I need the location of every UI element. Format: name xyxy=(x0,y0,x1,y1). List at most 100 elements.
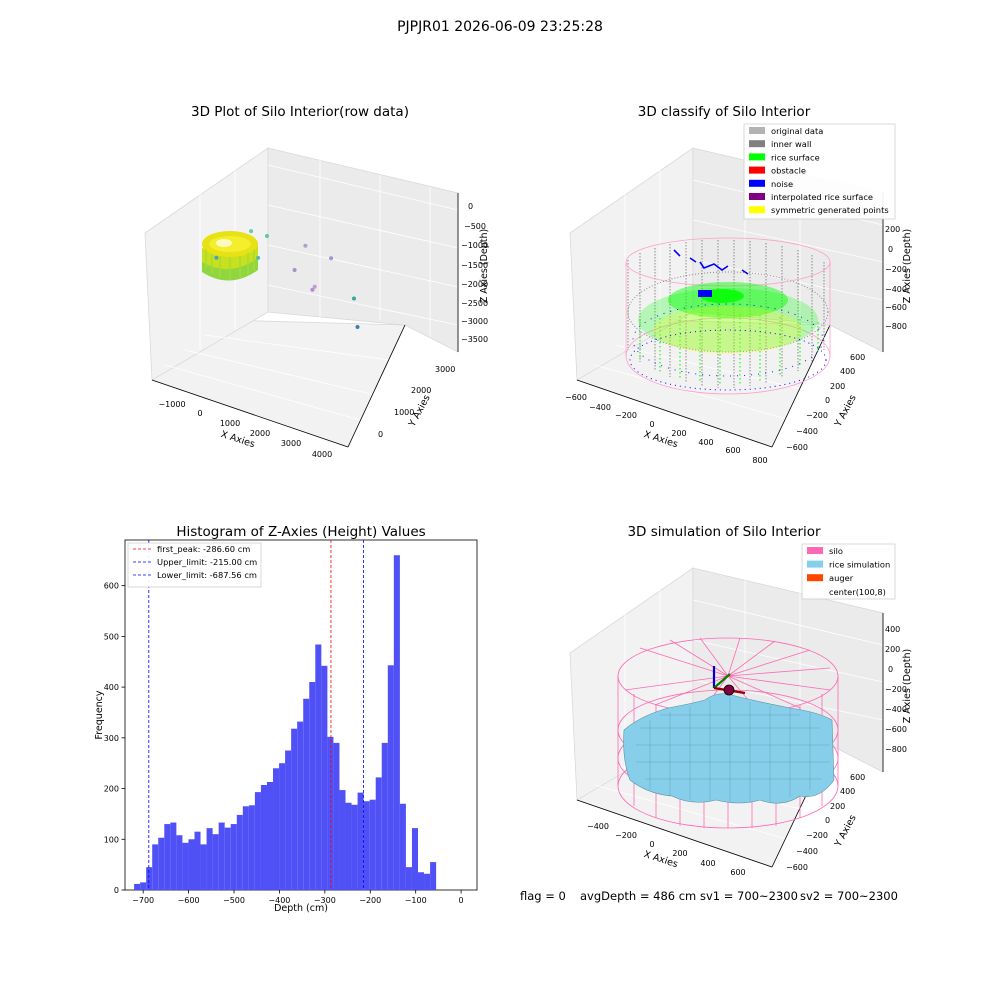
classify-z-tick: −800 xyxy=(885,322,907,331)
histogram-bar xyxy=(230,824,237,890)
histogram-x-tick-label: 0 xyxy=(459,896,464,905)
histogram-y-axis-label: Frequency xyxy=(94,690,105,739)
histogram-bar xyxy=(152,844,159,890)
histogram-bar xyxy=(170,822,177,890)
histogram-bar xyxy=(200,844,207,890)
raw-z-axis-label: Z Axies (Depth) xyxy=(479,229,490,303)
histogram-x-tick-label: −200 xyxy=(359,896,381,905)
classify-legend-swatch xyxy=(749,153,765,161)
classify-x-tick: −400 xyxy=(589,403,611,412)
raw-z-tick: −2000 xyxy=(461,280,488,289)
simulation-z-tick: 400 xyxy=(885,625,900,634)
simulation-z-tick-labels: 400 200 0 −200 −400 −600 −800 xyxy=(885,625,907,754)
raw-y-tick: 0 xyxy=(378,430,383,439)
simulation-x-tick-labels: −400 −200 0 200 400 600 xyxy=(587,822,746,877)
histogram-bar xyxy=(381,742,388,890)
classify-z-tick: −400 xyxy=(885,285,907,294)
simulation-legend-swatch xyxy=(807,560,823,568)
raw-outlier-point xyxy=(265,234,269,238)
classify-legend-label: interpolated rice surface xyxy=(771,192,873,202)
simulation-legend-swatch xyxy=(807,574,823,582)
sv1-value: sv1 = 700~2300 xyxy=(700,889,798,903)
raw-outlier-point xyxy=(249,229,254,234)
classify-legend-swatch xyxy=(749,127,765,134)
simulation-y-tick: −200 xyxy=(806,831,828,840)
histogram-bar xyxy=(134,883,141,890)
histogram-y-tick-label: 300 xyxy=(104,734,119,743)
histogram-y-tick-label: 500 xyxy=(104,632,119,641)
classify-y-tick: 0 xyxy=(825,396,830,405)
classify-rice-surface xyxy=(638,282,819,385)
classify-legend-swatch xyxy=(749,140,765,148)
raw-plot-title: 3D Plot of Silo Interior(row data) xyxy=(191,104,409,120)
raw-grid xyxy=(164,160,459,421)
sv2-value: sv2 = 700~2300 xyxy=(800,889,898,903)
classify-x-tick-labels: −600 −400 −200 0 200 400 600 800 xyxy=(565,393,768,465)
histogram-legend-label: Lower_limit: -687.56 cm xyxy=(157,570,257,580)
raw-z-tick: −2500 xyxy=(461,299,488,308)
histogram-bar xyxy=(266,781,274,890)
histogram-bar xyxy=(387,665,394,890)
classify-legend-label: inner wall xyxy=(771,139,811,149)
simulation-legend-label: auger xyxy=(829,573,854,583)
histogram-x-tick-label: −400 xyxy=(268,896,290,905)
histogram-bar xyxy=(303,698,310,890)
simulation-x-tick: 400 xyxy=(700,859,715,868)
simulation-z-tick: −800 xyxy=(885,745,907,754)
simulation-y-tick: 200 xyxy=(830,802,845,811)
simulation-3d-plot: 3D simulation of Silo Interior xyxy=(569,524,913,877)
histogram-x-ticks: −700 −600 −500 −400 −300 −200 −100 0 xyxy=(132,890,464,905)
classify-y-tick: 600 xyxy=(850,353,865,362)
histogram-bar xyxy=(273,768,280,890)
raw-z-tick: −1000 xyxy=(461,241,488,250)
raw-outlier-point xyxy=(303,243,308,248)
histogram-bar xyxy=(405,867,412,890)
raw-outlier-point xyxy=(292,268,297,272)
classify-noise xyxy=(629,249,827,391)
raw-z-tick: −1500 xyxy=(461,261,488,270)
simulation-plot-title: 3D simulation of Silo Interior xyxy=(627,524,821,540)
histogram-bar xyxy=(218,822,225,890)
classify-y-tick: −200 xyxy=(806,411,828,420)
raw-x-tick: 3000 xyxy=(281,439,301,448)
simulation-y-tick: 600 xyxy=(850,773,865,782)
classify-z-axis-label: Z Axies (Depth) xyxy=(902,229,913,303)
raw-outlier-point xyxy=(352,296,356,301)
simulation-legend-label: silo xyxy=(829,546,843,556)
raw-outlier-point xyxy=(329,256,334,261)
simulation-z-tick: −200 xyxy=(885,685,907,694)
histogram-y-tick-label: 100 xyxy=(104,835,119,844)
raw-outlier-points xyxy=(214,229,360,329)
classify-legend-swatch xyxy=(749,193,765,200)
raw-z-tick-labels: 0 −500 −1000 −1500 −2000 −2500 −3000 −35… xyxy=(461,202,488,344)
histogram-y-tick-label: 200 xyxy=(104,785,119,794)
footer-stats: flag = 0 avgDepth = 486 cm sv1 = 700~230… xyxy=(520,889,898,903)
histogram-bars xyxy=(134,555,437,890)
classify-x-tick: −200 xyxy=(615,411,637,420)
histogram-y-tick-label: 600 xyxy=(104,582,119,591)
classify-x-tick: 600 xyxy=(725,446,740,455)
raw-y-tick: 2000 xyxy=(411,386,431,395)
simulation-x-tick: −400 xyxy=(587,822,609,831)
histogram-x-tick-label: −300 xyxy=(314,896,336,905)
histogram-legend: first_peak: -286.60 cm Upper_limit: -215.… xyxy=(127,542,262,588)
raw-x-tick: 2000 xyxy=(250,429,270,438)
simulation-x-tick: −200 xyxy=(615,831,637,840)
avg-depth-value: avgDepth = 486 cm xyxy=(580,889,696,903)
classify-plot-title: 3D classify of Silo Interior xyxy=(638,104,811,120)
histogram-bar xyxy=(260,785,267,890)
raw-outlier-point xyxy=(214,255,219,260)
histogram-bar xyxy=(212,834,219,890)
raw-x-tick: 4000 xyxy=(312,450,332,459)
raw-x-tick: 0 xyxy=(197,409,202,418)
classify-z-tick: −200 xyxy=(885,265,907,274)
histogram-x-tick-label: −100 xyxy=(405,896,427,905)
raw-y-tick: 1000 xyxy=(394,408,414,417)
classify-x-tick: −600 xyxy=(565,393,587,402)
raw-x-tick-labels: −1000 0 1000 2000 3000 4000 xyxy=(158,400,332,459)
raw-x-tick: 1000 xyxy=(220,419,240,428)
simulation-rice-surface xyxy=(623,693,835,804)
histogram-title: Histogram of Z-Axies (Height) Values xyxy=(176,524,425,540)
classify-legend-swatch xyxy=(749,179,765,187)
